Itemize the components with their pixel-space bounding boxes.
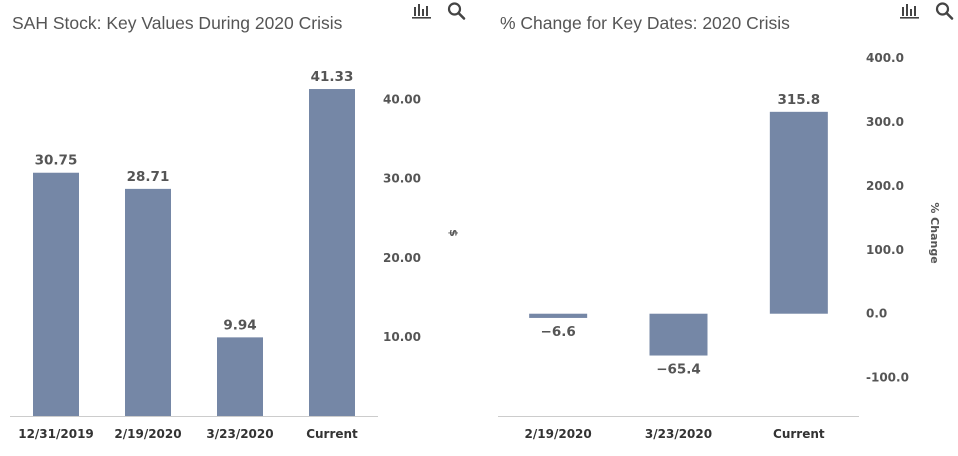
- y-tick-label: 100.0: [866, 243, 904, 257]
- chart-panel-percent-change: % Change for Key Dates: 2020 Crisis −6.6…: [479, 0, 958, 456]
- stock-values-bar-chart: 30.75 12/31/2019 28.71 2/19/2020 9.94 3/23/20…: [10, 69, 460, 441]
- x-tick-label: Current: [306, 427, 358, 441]
- bar-value-label: 315.8: [777, 92, 820, 108]
- x-tick-label: 2/19/2020: [114, 427, 181, 441]
- x-tick-label: 12/31/2019: [18, 427, 94, 441]
- y-tick-label: 10.00: [383, 330, 421, 344]
- bar-value-label: −6.6: [541, 324, 576, 340]
- percent-change-bar-chart: −6.6 2/19/2020 −65.4 3/23/2020 315.8 Current -…: [498, 51, 941, 441]
- x-tick-label: 3/23/2020: [645, 427, 712, 441]
- y-tick-label: 300.0: [866, 115, 904, 129]
- y-tick-label: 0.0: [866, 307, 887, 321]
- bar-chart-icon[interactable]: [411, 1, 433, 21]
- bar: [217, 337, 263, 416]
- bar: [529, 313, 588, 318]
- bar-value-label: −65.4: [656, 362, 701, 378]
- y-axis-title: % Change: [928, 202, 941, 263]
- chart-panel-stock-values: SAH Stock: Key Values During 2020 Crisis…: [10, 1, 468, 441]
- y-axis-title: $: [447, 229, 460, 237]
- y-tick-label: 400.0: [866, 51, 904, 65]
- bar-value-label: 41.33: [311, 69, 354, 85]
- bar-value-label: 9.94: [223, 317, 256, 333]
- y-tick-label: -100.0: [866, 371, 909, 385]
- search-icon[interactable]: [446, 1, 468, 21]
- y-tick-label: 200.0: [866, 179, 904, 193]
- bar: [769, 111, 828, 314]
- chart-title: % Change for Key Dates: 2020 Crisis: [500, 13, 790, 33]
- y-tick-label: 20.00: [383, 251, 421, 265]
- x-tick-label: Current: [773, 427, 825, 441]
- bar: [309, 89, 355, 416]
- bar-value-label: 30.75: [35, 153, 78, 169]
- bar: [33, 172, 79, 416]
- x-tick-label: 3/23/2020: [206, 427, 273, 441]
- bar: [125, 188, 171, 416]
- y-tick-label: 40.00: [383, 93, 421, 107]
- search-icon[interactable]: [934, 1, 956, 21]
- bar-value-label: 28.71: [127, 169, 170, 185]
- chart-title: SAH Stock: Key Values During 2020 Crisis: [12, 13, 343, 33]
- x-tick-label: 2/19/2020: [525, 427, 592, 441]
- bar-chart-icon[interactable]: [899, 1, 921, 21]
- y-tick-label: 30.00: [383, 172, 421, 186]
- bar: [649, 313, 708, 356]
